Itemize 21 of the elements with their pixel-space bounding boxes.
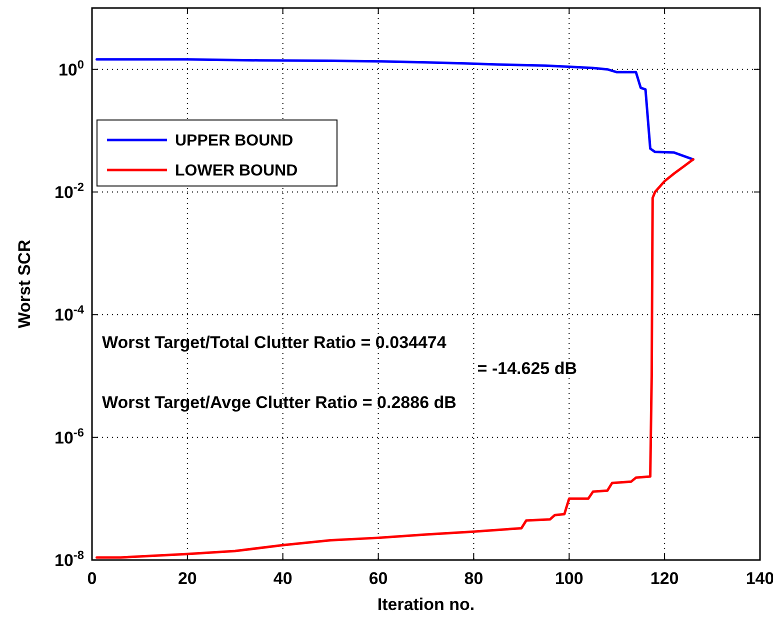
- line-series: [96, 158, 694, 559]
- y-tick-label: 10$^{0}$: [58, 57, 84, 80]
- x-tick-label: 100: [554, 569, 584, 588]
- y-axis-title: Worst SCR: [15, 240, 34, 328]
- annotation: Worst Target/Avge Clutter Ratio = 0.2886 dB: [102, 393, 456, 412]
- x-tick-label: 40: [273, 569, 292, 588]
- annotation: = -14.625 dB: [477, 359, 577, 378]
- y-tick-label: 10$^{-2}$: [54, 180, 84, 202]
- y-tick-label: 10$^{-6}$: [54, 425, 84, 448]
- annotation: Worst Target/Total Clutter Ratio = 0.034474: [102, 333, 447, 352]
- y-tick-label: 10$^{-4}$: [54, 302, 84, 325]
- x-tick-label: 60: [368, 569, 388, 588]
- x-tick-label: 0: [87, 569, 97, 588]
- y-tick-label: 10$^{-8}$: [54, 548, 84, 570]
- legend-label: UPPER BOUND: [175, 132, 294, 150]
- x-axis-title: Iteration no.: [377, 595, 475, 614]
- x-tick-label: 80: [464, 569, 484, 588]
- line-series: [96, 58, 694, 161]
- legend-label: LOWER BOUND: [175, 162, 298, 180]
- x-tick-label: 20: [178, 569, 197, 588]
- x-tick-label: 120: [650, 569, 679, 588]
